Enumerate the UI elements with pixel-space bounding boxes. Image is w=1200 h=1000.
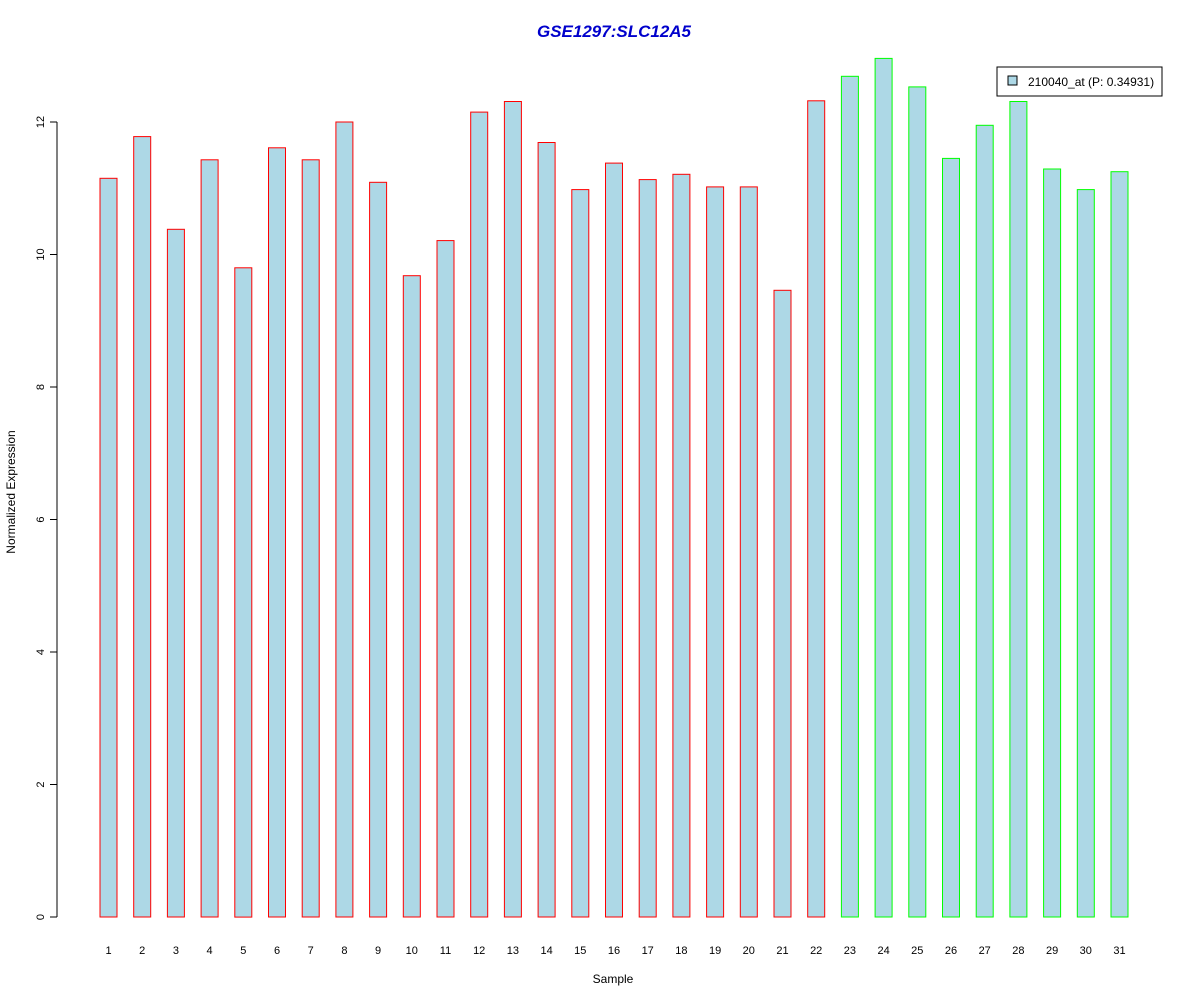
bar-sample-23 [840, 75, 859, 918]
x-tick-label: 19 [709, 945, 721, 957]
bar-sample-26 [942, 157, 960, 918]
bar-sample-10 [402, 275, 421, 918]
x-tick-label: 15 [574, 945, 586, 957]
x-tick-labels: 1 2 3 4 5 6 7 8 9 10 11 12 13 14 15 16 17 18 19 20 21 22 23 24 2… [105, 945, 1125, 957]
x-tick-label: 5 [240, 945, 246, 957]
bar-sample-1 [99, 177, 118, 918]
x-tick-label: 20 [743, 945, 755, 957]
bar-sample-29 [1043, 168, 1062, 918]
y-tick-label: 2 [35, 781, 47, 787]
x-tick-label: 6 [274, 945, 280, 957]
y-tick-label: 4 [35, 649, 47, 655]
x-tick-label: 25 [911, 945, 923, 957]
legend-swatch [1007, 75, 1018, 86]
bar-sample-12 [470, 111, 489, 918]
x-tick-label: 3 [173, 945, 179, 957]
bars-group [99, 57, 1129, 918]
bar-sample-21 [773, 289, 792, 918]
x-tick-label: 17 [642, 945, 654, 957]
y-tick-label: 8 [35, 384, 47, 390]
x-tick-label: 23 [844, 945, 856, 957]
bar-sample-16 [605, 162, 623, 918]
x-tick-label: 1 [105, 945, 111, 957]
bar-sample-27 [975, 124, 994, 918]
y-tick-label: 0 [35, 914, 47, 920]
x-tick-label: 11 [440, 945, 451, 957]
x-tick-label: 26 [945, 945, 957, 957]
x-tick-label: 27 [979, 945, 991, 957]
x-tick-label: 29 [1046, 945, 1058, 957]
bar-sample-2 [133, 136, 152, 918]
bar-sample-9 [369, 181, 388, 918]
bar-sample-20 [739, 186, 758, 918]
bar-sample-15 [571, 189, 590, 918]
x-tick-label: 2 [139, 945, 145, 957]
x-tick-label: 10 [406, 945, 418, 957]
y-axis-label: Normalized Expression [4, 430, 18, 553]
bar-sample-14 [537, 142, 556, 918]
bar-sample-13 [503, 101, 522, 918]
bar-sample-7 [301, 159, 320, 918]
x-tick-label: 21 [776, 945, 788, 957]
x-tick-label: 22 [810, 945, 822, 957]
x-tick-label: 14 [540, 945, 552, 957]
x-tick-label: 8 [341, 945, 347, 957]
x-tick-label: 7 [308, 945, 314, 957]
bar-sample-25 [908, 86, 927, 918]
legend-label: 210040_at (P: 0.34931) [1028, 75, 1154, 89]
bar-sample-3 [166, 228, 185, 918]
bar-sample-19 [706, 186, 725, 918]
x-tick-label: 12 [473, 945, 485, 957]
x-axis-label: Sample [593, 972, 634, 986]
bar-sample-31 [1110, 171, 1129, 918]
bar-sample-28 [1009, 101, 1028, 918]
x-tick-label: 4 [207, 945, 213, 957]
bar-sample-6 [268, 147, 286, 918]
x-tick-label: 16 [608, 945, 620, 957]
bar-sample-18 [672, 173, 691, 918]
x-tick-label: 30 [1080, 945, 1092, 957]
bar-sample-11 [436, 240, 455, 918]
x-tick-label: 31 [1113, 945, 1125, 957]
legend-box [996, 66, 1163, 97]
x-tick-label: 18 [675, 945, 687, 957]
x-tick-label: 13 [507, 945, 519, 957]
bar-sample-8 [335, 121, 354, 918]
bar-sample-17 [638, 179, 657, 918]
y-tick-label: 6 [35, 516, 47, 522]
y-tick-label: 12 [35, 116, 47, 128]
chart-title: GSE1297:SLC12A5 [537, 22, 692, 41]
bar-sample-24 [874, 57, 893, 918]
x-tick-label: 24 [877, 945, 889, 957]
legend: 210040_at (P: 0.34931) [996, 66, 1163, 97]
bar-sample-22 [807, 100, 826, 918]
bar-sample-4 [200, 159, 219, 918]
x-tick-label: 9 [375, 945, 381, 957]
bar-sample-5 [234, 267, 253, 918]
y-tick-label: 10 [35, 248, 47, 260]
y-axis: 0 2 4 6 8 10 12 [35, 116, 58, 920]
x-tick-label: 28 [1012, 945, 1024, 957]
bar-sample-30 [1076, 189, 1095, 918]
